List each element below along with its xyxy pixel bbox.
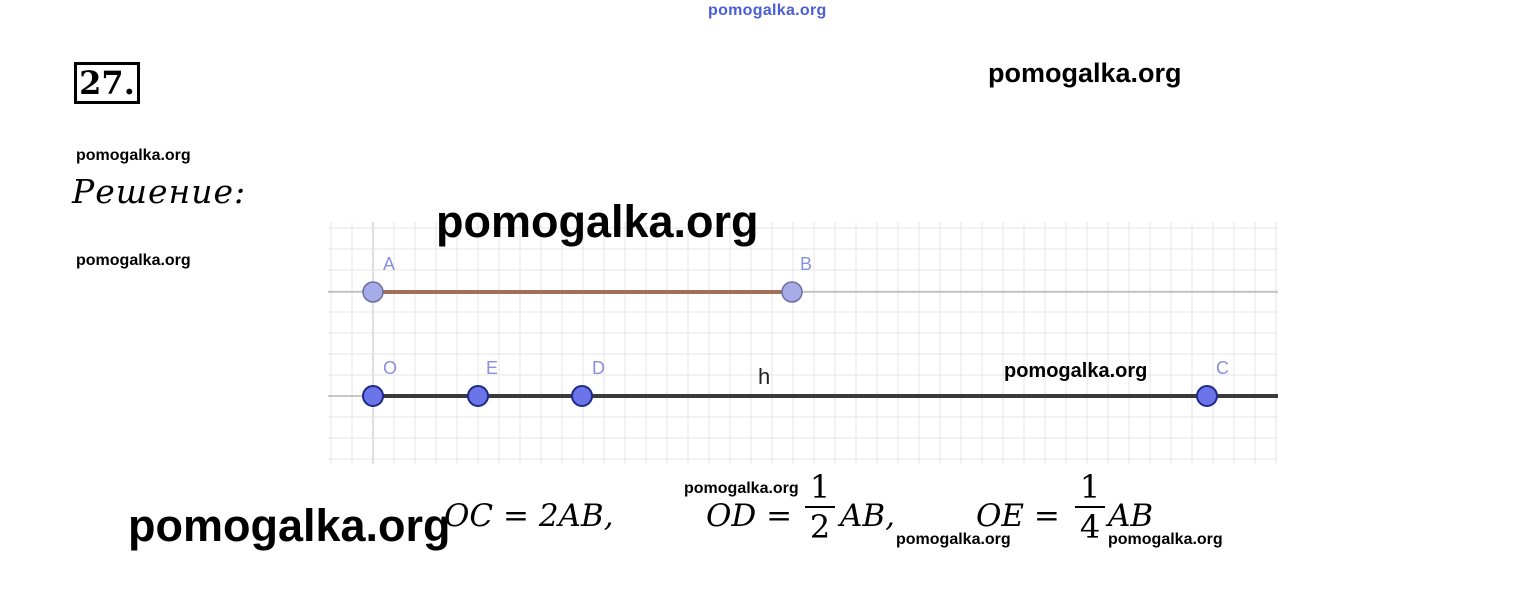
label-d: D (592, 358, 605, 378)
point-c (1196, 385, 1218, 407)
label-a: A (383, 254, 395, 274)
label-e: E (486, 358, 498, 378)
solution-label: Решение: (72, 172, 247, 211)
fraction-oe-denominator: 4 (1079, 508, 1101, 546)
point-d (571, 385, 593, 407)
label-h: h (758, 364, 770, 389)
watermark-formula-middle: pomogalka.org (684, 480, 799, 497)
label-c: C (1216, 358, 1229, 378)
geometry-diagram: A B O E D C h (328, 222, 1278, 464)
point-e (467, 385, 489, 407)
fraction-oe: 1 4 (1075, 470, 1105, 544)
watermark-header-right: pomogalka.org (988, 58, 1182, 88)
fraction-od-numerator: 1 (809, 468, 831, 506)
point-b (781, 281, 803, 303)
watermark-graph-right: pomogalka.org (1004, 360, 1148, 382)
label-o: O (383, 358, 397, 378)
label-b: B (800, 254, 812, 274)
watermark-top: pomogalka.org (708, 2, 827, 19)
formula-oe-right: AB (1108, 498, 1154, 534)
formula-oc: OC = 2AB, (444, 498, 614, 534)
point-o (362, 385, 384, 407)
fraction-od: 1 2 (805, 470, 835, 544)
fraction-oe-numerator: 1 (1079, 468, 1101, 506)
fraction-od-denominator: 2 (809, 508, 831, 546)
formula-od-left: OD = (706, 498, 793, 534)
fraction-oe-bar (1075, 506, 1105, 508)
watermark-left-2: pomogalka.org (76, 252, 191, 269)
formula-oe-left: OE = (976, 498, 1060, 534)
formula-od-right: AB, (840, 498, 896, 534)
point-a (362, 281, 384, 303)
fraction-od-bar (805, 506, 835, 508)
watermark-formula-right-2: pomogalka.org (1108, 531, 1223, 548)
watermark-formula-right-1: pomogalka.org (896, 531, 1011, 548)
watermark-left-1: pomogalka.org (76, 147, 191, 164)
watermark-graph-top: pomogalka.org (436, 196, 759, 247)
watermark-bottom-left: pomogalka.org (128, 500, 451, 551)
task-number: 27. (74, 62, 140, 104)
grid (328, 222, 1278, 464)
